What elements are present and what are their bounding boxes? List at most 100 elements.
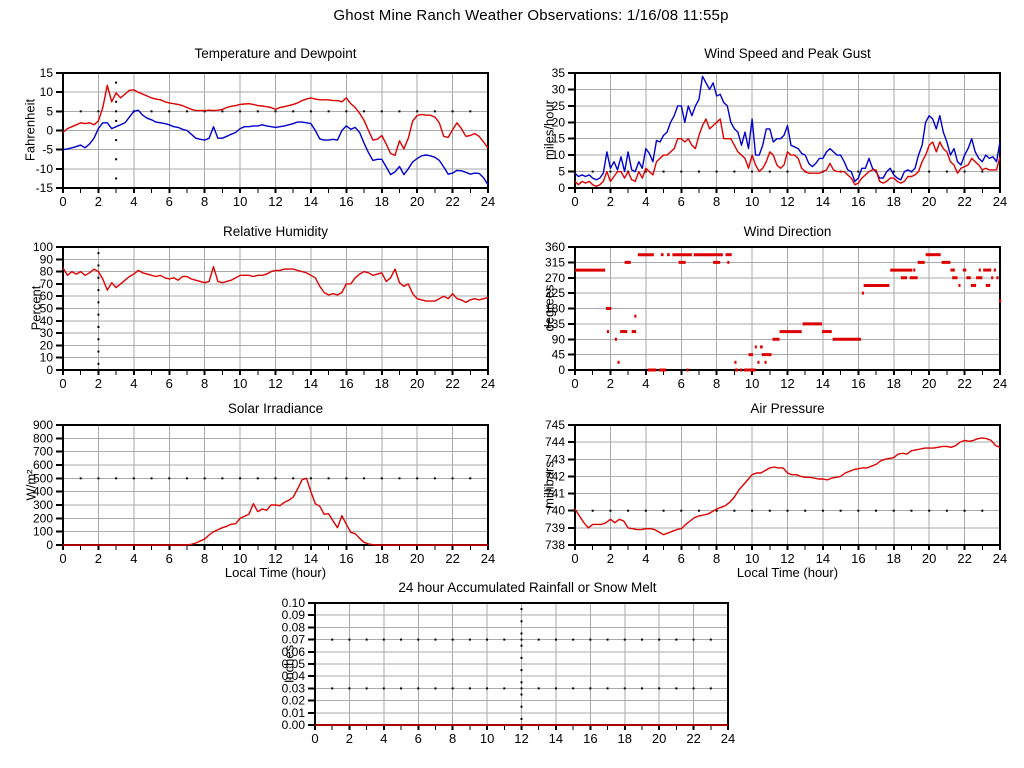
svg-text:0.02: 0.02: [282, 694, 306, 708]
svg-text:8: 8: [713, 551, 720, 566]
svg-text:180: 180: [545, 302, 565, 316]
svg-text:0: 0: [46, 124, 53, 138]
svg-text:24: 24: [721, 731, 735, 746]
svg-text:20: 20: [922, 551, 936, 566]
svg-text:24: 24: [481, 194, 495, 209]
svg-text:500: 500: [33, 471, 53, 485]
svg-text:0.00: 0.00: [282, 718, 306, 732]
svg-text:10: 10: [745, 194, 759, 209]
svg-text:14: 14: [816, 376, 830, 391]
svg-text:20: 20: [922, 194, 936, 209]
y-axis-label-miles-per-hour: miles/hour: [541, 100, 557, 160]
svg-text:14: 14: [304, 551, 318, 566]
svg-text:22: 22: [445, 551, 459, 566]
svg-text:10: 10: [745, 376, 759, 391]
svg-text:741: 741: [545, 487, 565, 501]
svg-text:12: 12: [268, 551, 282, 566]
svg-text:20: 20: [922, 376, 936, 391]
svg-text:16: 16: [339, 551, 353, 566]
svg-text:16: 16: [851, 376, 865, 391]
svg-text:24: 24: [993, 194, 1007, 209]
svg-text:8: 8: [713, 376, 720, 391]
svg-text:90: 90: [552, 332, 566, 346]
svg-text:0: 0: [571, 376, 578, 391]
svg-text:40: 40: [40, 314, 54, 328]
svg-text:24: 24: [481, 551, 495, 566]
svg-text:20: 20: [652, 731, 666, 746]
svg-text:6: 6: [166, 376, 173, 391]
svg-text:18: 18: [375, 376, 389, 391]
svg-text:744: 744: [545, 435, 565, 449]
svg-text:742: 742: [545, 469, 565, 483]
svg-text:8: 8: [201, 551, 208, 566]
svg-text:50: 50: [40, 302, 54, 316]
svg-text:12: 12: [780, 551, 794, 566]
svg-text:8: 8: [201, 376, 208, 391]
svg-text:22: 22: [445, 376, 459, 391]
svg-text:5: 5: [46, 104, 53, 118]
svg-text:18: 18: [887, 194, 901, 209]
svg-text:225: 225: [545, 286, 565, 300]
svg-text:18: 18: [887, 551, 901, 566]
svg-text:12: 12: [780, 194, 794, 209]
svg-text:10: 10: [233, 551, 247, 566]
svg-text:5: 5: [558, 165, 565, 179]
svg-text:10: 10: [233, 194, 247, 209]
svg-text:6: 6: [415, 731, 422, 746]
svg-text:6: 6: [678, 376, 685, 391]
y-axis-label-degrees: degrees: [541, 284, 557, 332]
svg-text:0.07: 0.07: [282, 633, 306, 647]
svg-text:15: 15: [40, 66, 54, 80]
page-title: Ghost Mine Ranch Weather Observations: 1…: [333, 7, 729, 24]
svg-text:4: 4: [130, 376, 137, 391]
svg-text:4: 4: [130, 551, 137, 566]
svg-text:25: 25: [552, 99, 566, 113]
svg-text:30: 30: [552, 82, 566, 96]
svg-text:14: 14: [816, 194, 830, 209]
svg-text:0.10: 0.10: [282, 596, 306, 610]
svg-text:0: 0: [46, 363, 53, 377]
svg-text:20: 20: [410, 376, 424, 391]
svg-text:35: 35: [552, 66, 566, 80]
svg-text:0.09: 0.09: [282, 608, 306, 622]
svg-text:0: 0: [59, 551, 66, 566]
svg-text:2: 2: [346, 731, 353, 746]
chart-title-rainfall: 24 hour Accumulated Rainfall or Snow Mel…: [398, 580, 657, 595]
svg-text:18: 18: [375, 194, 389, 209]
chart-title-relative-humidity: Relative Humidity: [222, 224, 329, 239]
svg-text:10: 10: [40, 85, 54, 99]
svg-text:16: 16: [851, 194, 865, 209]
svg-text:18: 18: [618, 731, 632, 746]
svg-text:8: 8: [201, 194, 208, 209]
svg-text:270: 270: [545, 271, 565, 285]
svg-text:800: 800: [33, 431, 53, 445]
svg-text:45: 45: [552, 348, 566, 362]
chart-title-wind-direction: Wind Direction: [743, 224, 832, 239]
svg-text:0.01: 0.01: [282, 706, 306, 720]
svg-text:900: 900: [33, 418, 53, 432]
svg-text:135: 135: [545, 317, 565, 331]
svg-text:0.08: 0.08: [282, 620, 306, 634]
svg-text:4: 4: [642, 376, 649, 391]
svg-text:600: 600: [33, 458, 53, 472]
svg-text:-5: -5: [42, 143, 53, 157]
svg-text:20: 20: [552, 115, 566, 129]
chart-title-temperature-dewpoint: Temperature and Dewpoint: [194, 46, 357, 61]
svg-text:360: 360: [545, 240, 565, 254]
svg-text:12: 12: [268, 194, 282, 209]
svg-text:6: 6: [166, 551, 173, 566]
svg-text:0.04: 0.04: [282, 669, 306, 683]
svg-text:16: 16: [339, 194, 353, 209]
svg-text:0: 0: [59, 194, 66, 209]
y-axis-label-inches: Inches: [281, 644, 297, 684]
svg-text:24: 24: [481, 376, 495, 391]
svg-text:738: 738: [545, 538, 565, 552]
chart-title-wind-speed-gust: Wind Speed and Peak Gust: [704, 46, 871, 61]
svg-text:2: 2: [607, 551, 614, 566]
svg-text:743: 743: [545, 452, 565, 466]
svg-text:8: 8: [713, 194, 720, 209]
svg-text:0.06: 0.06: [282, 645, 306, 659]
svg-text:70: 70: [40, 277, 54, 291]
svg-text:0: 0: [558, 363, 565, 377]
